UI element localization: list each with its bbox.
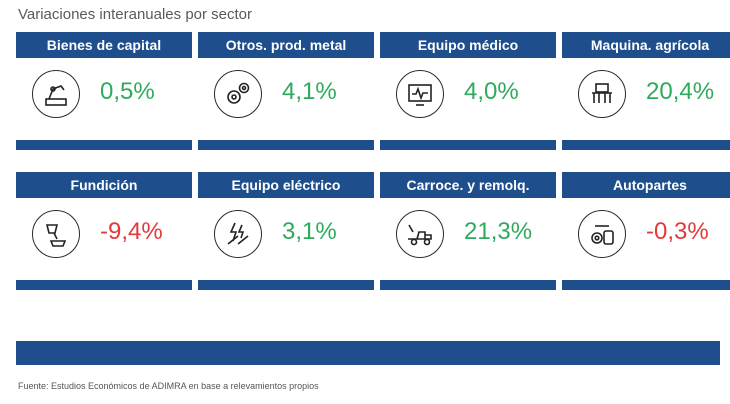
sector-label: Equipo eléctrico	[198, 172, 374, 198]
sector-card: Maquina. agrícola 20,4%	[562, 32, 730, 150]
sector-card: Otros. prod. metal 4,1%	[198, 32, 374, 150]
electric-tools-icon	[214, 210, 262, 258]
sector-card: Fundición -9,4%	[16, 172, 192, 290]
card-footer-bar	[562, 280, 730, 290]
sector-value: 4,1%	[282, 78, 337, 105]
sector-label: Fundición	[16, 172, 192, 198]
sector-value: 0,5%	[100, 78, 155, 105]
card-footer-bar	[198, 140, 374, 150]
sector-value: -0,3%	[646, 218, 709, 245]
tractor-icon	[578, 70, 626, 118]
sector-card: Carroce. y remolq. 21,3%	[380, 172, 556, 290]
monitor-icon	[396, 70, 444, 118]
sector-label: Otros. prod. metal	[198, 32, 374, 58]
card-footer-bar	[16, 140, 192, 150]
foundry-icon	[32, 210, 80, 258]
robot-arm-icon	[32, 70, 80, 118]
bottom-bar	[16, 341, 720, 365]
card-footer-bar	[198, 280, 374, 290]
auto-parts-icon	[578, 210, 626, 258]
sector-label: Carroce. y remolq.	[380, 172, 556, 198]
card-footer-bar	[16, 280, 192, 290]
sector-value: 3,1%	[282, 218, 337, 245]
card-footer-bar	[380, 140, 556, 150]
sector-card: Equipo médico 4,0%	[380, 32, 556, 150]
sector-label: Maquina. agrícola	[562, 32, 730, 58]
source-note: Fuente: Estudios Económicos de ADIMRA en…	[18, 381, 319, 391]
gears-icon	[214, 70, 262, 118]
tow-truck-icon	[396, 210, 444, 258]
sector-label: Autopartes	[562, 172, 730, 198]
sector-value: 20,4%	[646, 78, 715, 105]
card-footer-bar	[562, 140, 730, 150]
sector-value: -9,4%	[100, 218, 163, 245]
sector-label: Bienes de capital	[16, 32, 192, 58]
sector-card: Equipo eléctrico 3,1%	[198, 172, 374, 290]
sector-value: 4,0%	[464, 78, 519, 105]
sector-card: Bienes de capital 0,5%	[16, 32, 192, 150]
card-footer-bar	[380, 280, 556, 290]
sector-card: Autopartes -0,3%	[562, 172, 730, 290]
sector-label: Equipo médico	[380, 32, 556, 58]
chart-title: Variaciones interanuales por sector	[18, 6, 253, 23]
sector-value: 21,3%	[464, 218, 533, 245]
